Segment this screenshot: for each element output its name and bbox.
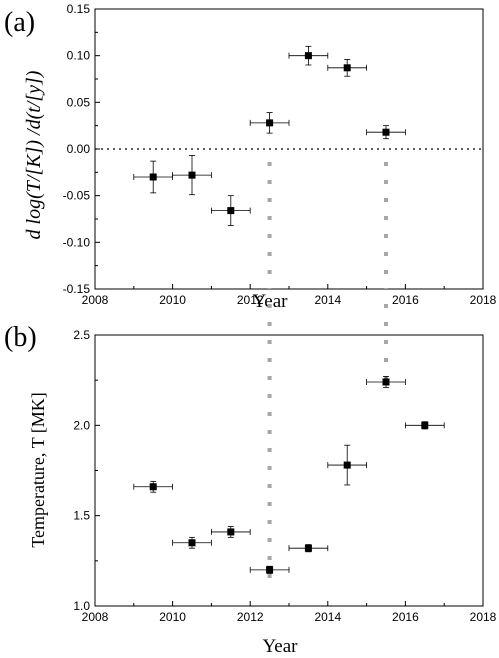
square-marker [421, 421, 429, 429]
x-tick-label: 2008 [82, 293, 109, 307]
y-tick-label: -0.15 [63, 282, 91, 296]
square-marker [304, 52, 312, 60]
panel-a-label: (a) [4, 7, 35, 38]
y-tick-label: -0.05 [63, 189, 91, 203]
panel-b: 2008 2010 2012 2014 2016 2018 1.0 1.5 2.0 2.5 (b)… [4, 304, 497, 657]
y-tick-label: 2.0 [73, 418, 90, 432]
panel-b-data-points [133, 376, 445, 574]
data-point [327, 444, 368, 486]
panel-b-vertical-markers [267, 304, 388, 583]
data-point [288, 544, 329, 553]
square-marker [227, 207, 235, 215]
data-point [366, 125, 406, 140]
panel-a: 2008 2010 2012 2014 2016 2018 -0.15 -0.10 -0.05 0… [4, 2, 497, 312]
data-point [133, 160, 174, 194]
square-marker [266, 566, 274, 574]
x-tick-label: 2018 [470, 610, 497, 624]
x-tick-label: 2010 [159, 610, 186, 624]
y-tick-label: 1.0 [73, 599, 90, 613]
y-tick-label: 1.5 [73, 509, 90, 523]
panel-b-ticks: 2008 2010 2012 2014 2016 2018 1.0 1.5 2.0 2.5 [73, 328, 496, 624]
x-tick-label: 2010 [159, 293, 186, 307]
x-tick-label: 2016 [392, 610, 419, 624]
y-tick-label: 0.10 [67, 49, 91, 63]
panel-a-vertical-markers [267, 162, 388, 289]
x-tick-label: 2008 [82, 610, 109, 624]
data-point [133, 480, 174, 493]
x-tick-label: 2018 [470, 293, 497, 307]
panel-a-y-axis-title: d log(T/[K]) /d(t/[y]) [23, 70, 45, 239]
panel-b-x-axis-title: Year [262, 636, 298, 657]
data-point [288, 45, 329, 66]
data-point [366, 376, 406, 388]
square-marker [188, 171, 196, 179]
data-point [210, 195, 251, 226]
square-marker [382, 378, 390, 386]
data-point [327, 59, 368, 77]
panel-b-label: (b) [4, 322, 37, 353]
data-point [249, 112, 290, 134]
y-tick-label: 0.15 [67, 2, 91, 16]
x-tick-label: 2012 [237, 293, 264, 307]
x-tick-label: 2014 [314, 293, 341, 307]
panel-a-ticks: 2008 2010 2012 2014 2016 2018 -0.15 -0.10 -0.05 0… [63, 2, 497, 307]
square-marker [266, 119, 274, 127]
square-marker [382, 128, 390, 136]
y-tick-label: -0.10 [63, 235, 91, 249]
panel-b-y-axis-title: Temperature, T [MK] [28, 392, 48, 548]
square-marker [188, 539, 196, 547]
panel-a-data-points [133, 45, 406, 226]
panel-b-plot-frame [94, 334, 484, 607]
x-tick-label: 2016 [392, 293, 419, 307]
panel-a-x-axis-title: Year [252, 291, 288, 312]
square-marker [304, 544, 312, 552]
square-marker [149, 483, 157, 491]
data-point [249, 565, 290, 574]
square-marker [343, 64, 351, 72]
square-marker [149, 173, 157, 181]
data-point [404, 421, 445, 430]
y-tick-label: 0.05 [67, 95, 91, 109]
square-marker [227, 528, 235, 536]
data-point [210, 526, 251, 538]
data-point [172, 155, 212, 196]
y-tick-label: 2.5 [73, 328, 90, 342]
x-tick-label: 2014 [314, 610, 341, 624]
y-tick-label: 0.00 [67, 142, 91, 156]
square-marker [343, 461, 351, 469]
data-point [172, 536, 212, 549]
x-tick-label: 2012 [237, 610, 264, 624]
